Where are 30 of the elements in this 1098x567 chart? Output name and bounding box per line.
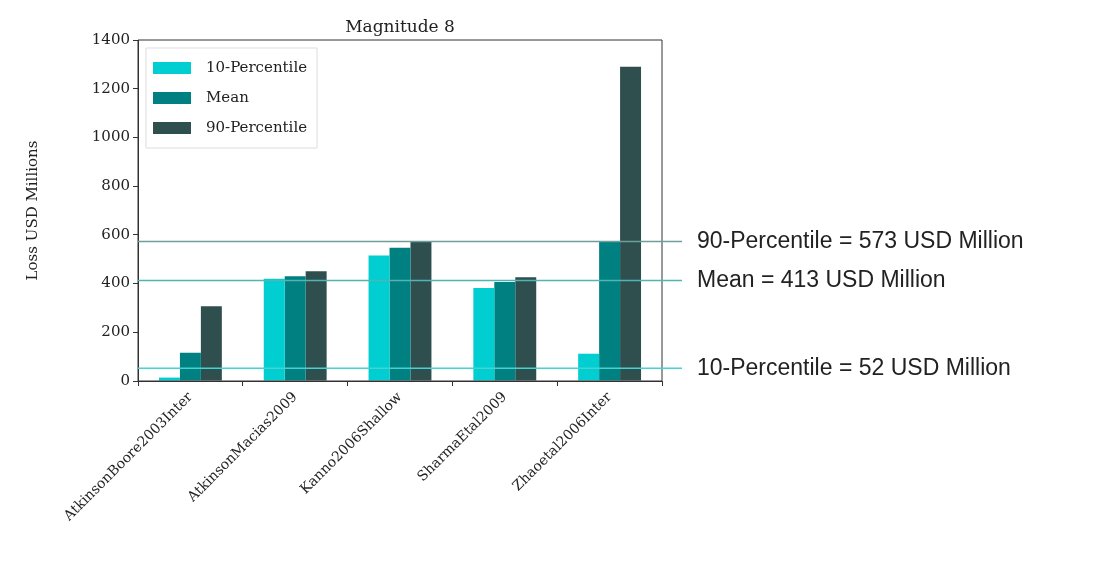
- bar: [200, 306, 222, 381]
- ref-line-label: 10-Percentile = 52 USD Million: [697, 353, 1011, 380]
- bar: [179, 352, 201, 381]
- y-tick-label: 1000: [91, 127, 130, 146]
- ref-line-label: 90-Percentile = 573 USD Million: [697, 226, 1024, 253]
- legend-label: 90-Percentile: [206, 117, 308, 136]
- legend-label: 10-Percentile: [206, 57, 308, 76]
- y-tick-label: 400: [101, 273, 130, 292]
- bar: [263, 278, 285, 381]
- chart-title: Magnitude 8: [345, 15, 455, 36]
- y-tick-label: 1200: [91, 78, 130, 97]
- y-tick-label: 600: [101, 224, 130, 243]
- bar: [410, 241, 432, 381]
- bar: [473, 287, 495, 381]
- y-axis-title: Loss USD Millions: [22, 140, 41, 281]
- y-tick-label: 0: [120, 370, 130, 389]
- y-tick-label: 1400: [91, 29, 130, 48]
- ref-line-label: Mean = 413 USD Million: [697, 265, 946, 292]
- bar: [599, 241, 621, 381]
- bar: [620, 66, 642, 381]
- bar: [578, 353, 600, 381]
- bar: [494, 282, 516, 381]
- y-tick-label: 200: [101, 322, 130, 341]
- bar: [368, 255, 390, 381]
- bar: [305, 271, 327, 381]
- bar: [389, 247, 411, 381]
- bar: [515, 277, 537, 381]
- legend-label: Mean: [206, 87, 250, 106]
- bar: [284, 276, 306, 381]
- y-tick-label: 800: [101, 176, 130, 195]
